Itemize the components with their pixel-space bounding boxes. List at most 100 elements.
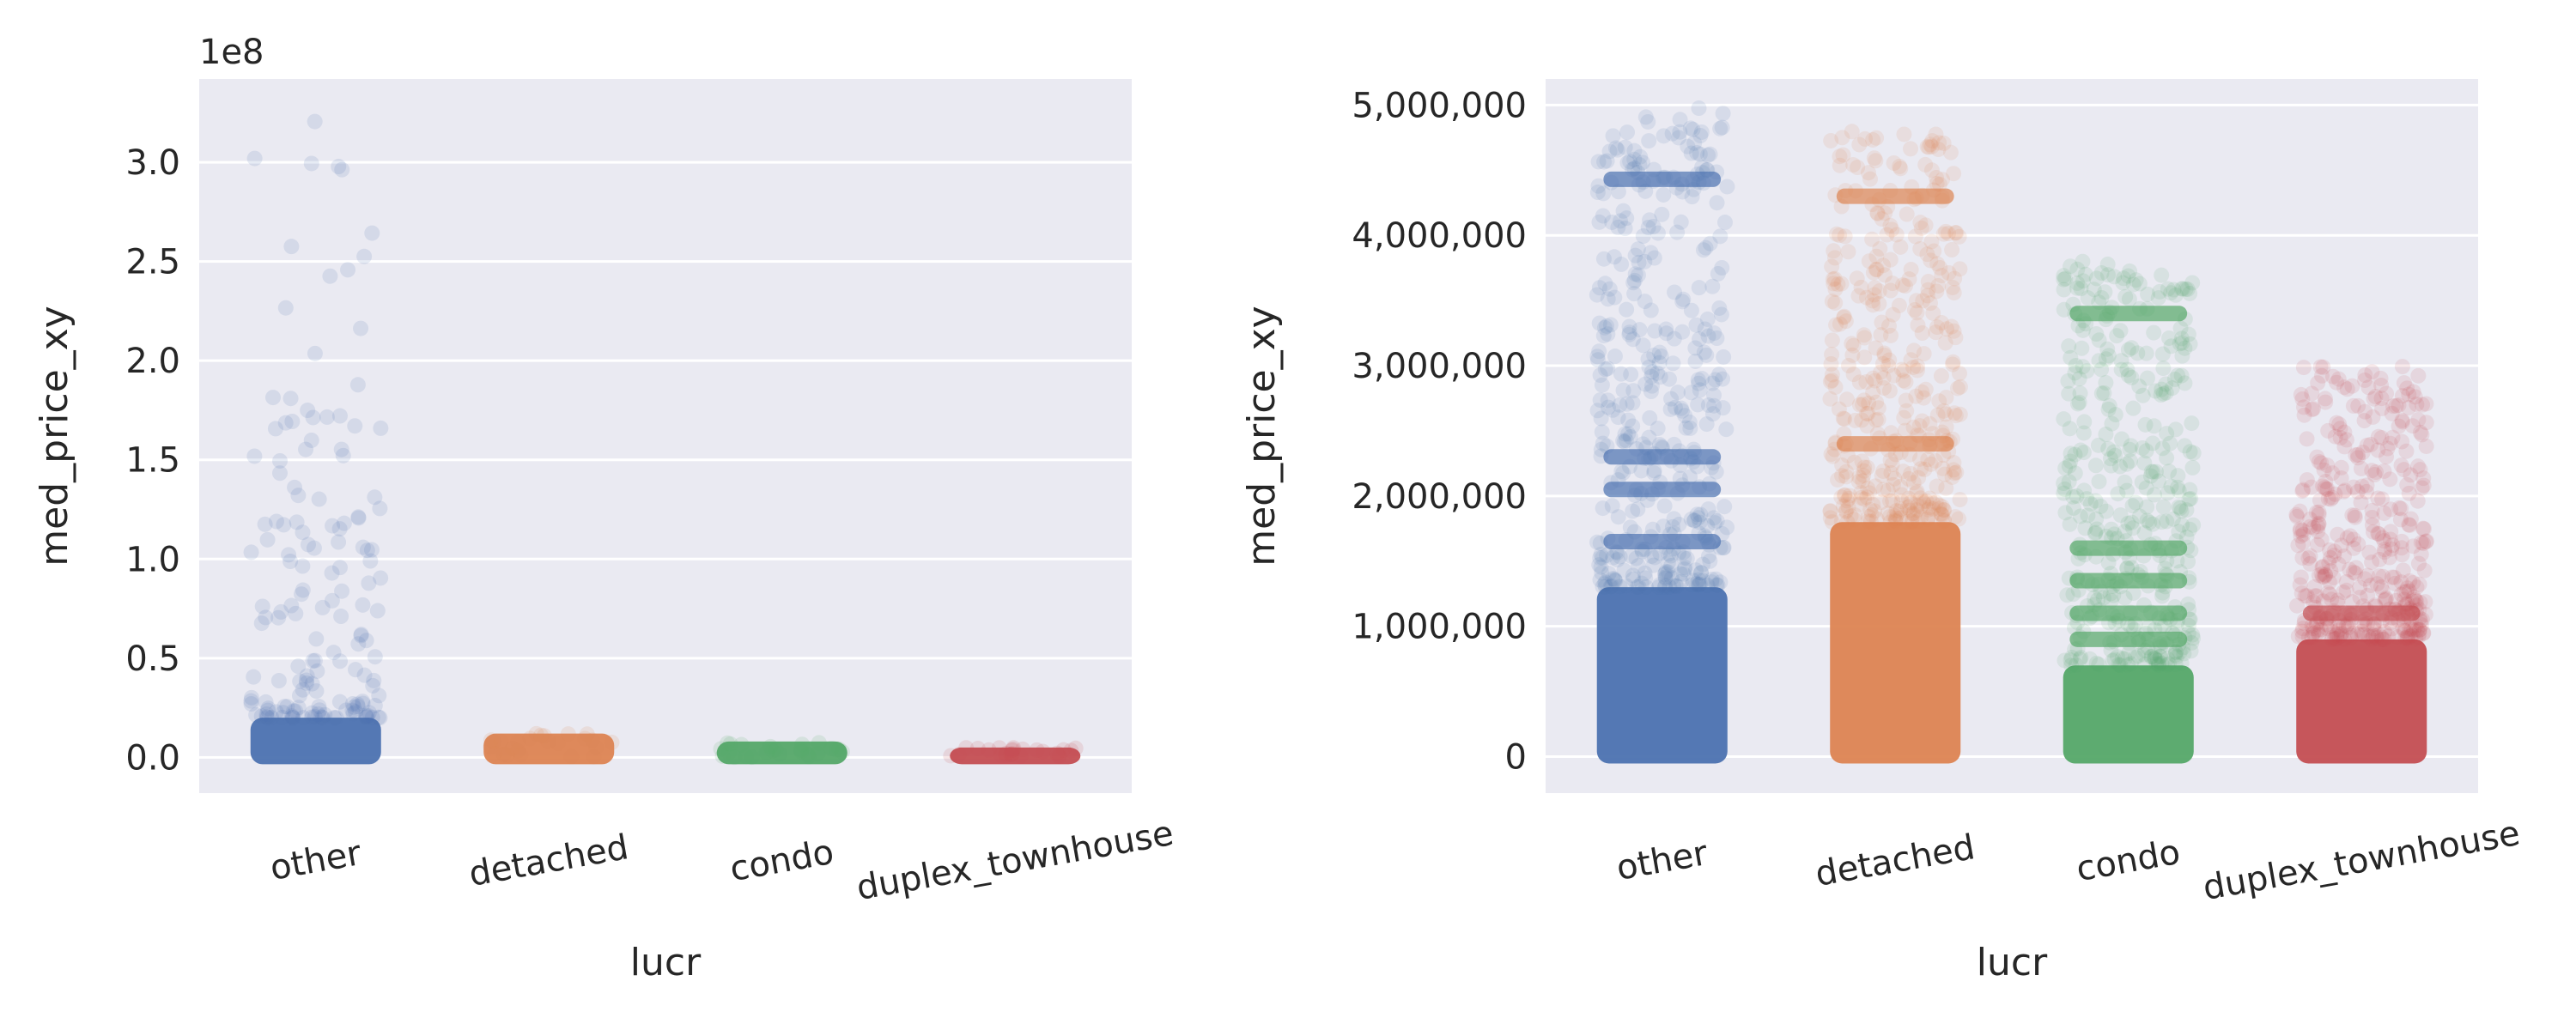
strip-point [2125,276,2142,293]
strip-point [1684,577,1700,593]
strip-point [2091,332,2107,348]
strip-point [2401,517,2417,533]
strip-dense-detached [483,733,615,765]
strip-point [1913,509,1929,525]
strip-band [2069,573,2188,589]
strip-point [2292,523,2308,539]
strip-point [1860,513,1876,530]
strip-point [1935,403,1952,419]
strip-point [2117,524,2133,540]
strip-point [1887,512,1904,529]
strip-point [2360,587,2376,603]
strip-point [1708,464,1724,480]
strip-point [2295,526,2312,542]
strip-point [720,735,736,751]
strip-point [2145,464,2161,480]
strip-point [305,652,321,669]
strip-point [2318,474,2334,490]
strip-point [2365,524,2381,540]
strip-point [2090,437,2106,453]
strip-point [1824,514,1840,530]
strip-point [1693,565,1710,581]
strip-point [2303,479,2319,495]
strip-point [1834,457,1850,473]
strip-point [540,733,556,749]
strip-point [1856,327,1872,343]
strip-point [1630,267,1646,283]
strip-point [2122,441,2138,457]
strip-point [2318,481,2335,497]
strip-point [2072,385,2088,402]
strip-point [1623,548,1639,564]
strip-dense-duplex_townhouse [950,747,1081,765]
strip-point [2142,514,2158,530]
strip-point [2394,433,2410,450]
strip-point [1901,271,1917,288]
strip-point [2169,648,2185,664]
strip-point [1685,121,1701,137]
strip-point [2393,500,2409,517]
strip-point [2312,492,2328,508]
strip-point [1920,451,1936,468]
strip-point [2167,645,2184,661]
strip-point [2163,285,2179,301]
strip-point [1631,254,1647,270]
strip-point [2170,367,2186,384]
strip-point [2062,421,2078,437]
strip-point [1643,384,1659,400]
strip-point [358,708,374,724]
strip-point [1637,565,1653,581]
strip-point [2065,488,2081,505]
strip-point [1651,344,1668,360]
strip-point [2322,586,2338,603]
strip-point [1868,394,1885,410]
strip-point [1692,128,1709,144]
strip-point [2370,490,2386,506]
x-axis-label: lucr [1977,941,2048,985]
strip-point [274,709,290,725]
strip-point [1691,572,1707,588]
strip-point [1015,741,1031,757]
strip-point [1938,480,1954,496]
strip-point [1709,577,1725,593]
strip-point [1711,300,1728,316]
strip-point [1641,133,1657,149]
strip-point [1689,145,1705,161]
strip-point [1700,501,1716,518]
strip-point [1693,124,1710,140]
strip-point [2410,555,2427,572]
strip-point [2073,650,2089,666]
strip-point [1930,277,1947,294]
strip-point [1656,186,1672,203]
strip-point [831,741,848,757]
strip-point [1631,157,1648,173]
strip-point [2327,631,2343,647]
strip-point [2170,479,2186,495]
strip-point [1880,506,1896,522]
y-tick-label: 2.0 [125,342,180,381]
strip-point [1943,318,1959,335]
strip-point [2325,569,2342,585]
strip-point [2154,588,2171,604]
strip-point [2409,493,2426,509]
strip-point [295,682,311,698]
strip-point [1716,499,1733,515]
strip-point [2294,549,2311,566]
strip-point [1657,570,1674,586]
strip-point [2136,646,2152,663]
strip-point [2353,460,2369,476]
strip-point [483,739,499,755]
strip-point [1922,415,1938,432]
strip-point [1712,120,1728,136]
strip-point [2076,414,2093,430]
strip-point [1838,502,1854,518]
strip-point [2378,591,2394,608]
strip-point [2374,400,2391,416]
strip-point [1827,294,1844,311]
strip-point [303,155,319,172]
strip-point [2372,551,2388,567]
strip-point [2098,351,2114,367]
strip-point [2137,656,2154,672]
strip-point [1615,465,1631,482]
strip-point [2118,456,2135,472]
